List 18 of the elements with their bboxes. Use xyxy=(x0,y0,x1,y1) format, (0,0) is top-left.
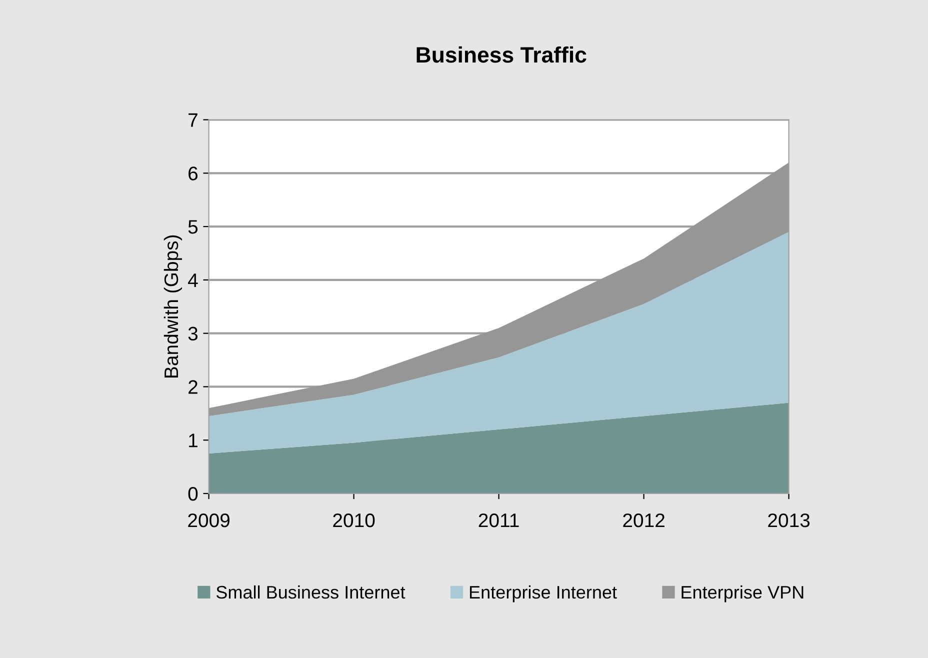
y-tick-label: 5 xyxy=(188,220,198,234)
x-tick-label: 2009 xyxy=(188,513,230,528)
y-tick-label: 2 xyxy=(188,380,198,394)
y-tick-label: 3 xyxy=(188,326,198,341)
y-axis-title: Bandwith (Gbps) xyxy=(164,235,182,378)
legend-label: Small Business Internet xyxy=(216,585,406,599)
legend-label: Enterprise Internet xyxy=(470,585,617,602)
y-tick-label: 0 xyxy=(188,486,198,501)
y-tick-label: 7 xyxy=(188,113,198,127)
y-tick-label: 1 xyxy=(189,434,198,448)
y-tick-label: 6 xyxy=(188,166,198,180)
legend-label: Enterprise VPN xyxy=(682,585,804,602)
chart-title: Business Traffic xyxy=(416,46,586,63)
x-tick-label: 2011 xyxy=(478,513,519,528)
y-tick-label: 4 xyxy=(188,274,198,287)
x-tick-label: 2012 xyxy=(623,513,664,528)
x-tick-label: 2013 xyxy=(768,513,810,528)
x-tick-label: 2010 xyxy=(333,513,375,528)
